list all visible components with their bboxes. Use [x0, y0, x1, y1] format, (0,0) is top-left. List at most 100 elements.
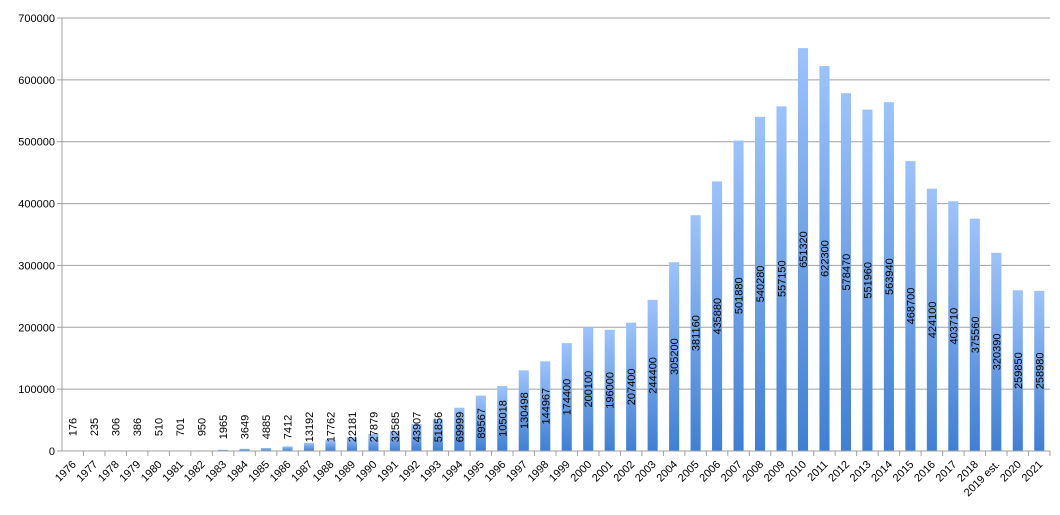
- x-tick-label: 1986: [268, 459, 294, 485]
- y-tick-label: 600000: [18, 75, 55, 87]
- x-tick-label: 1998: [526, 459, 552, 485]
- bar: [282, 446, 292, 451]
- data-label: 563940: [884, 258, 896, 295]
- x-tick-label: 2020: [998, 459, 1024, 485]
- x-tick-label: 1985: [246, 459, 272, 485]
- data-label: 403710: [948, 308, 960, 345]
- x-tick-label: 2017: [934, 459, 960, 485]
- x-tick-label: 1981: [160, 459, 186, 485]
- data-label: 176: [68, 418, 80, 436]
- data-label: 468700: [905, 288, 917, 325]
- x-tick-label: 2002: [611, 459, 637, 485]
- x-tick-label: 2014: [869, 459, 895, 485]
- bar: [304, 443, 314, 451]
- data-label: 105018: [497, 400, 509, 437]
- data-label: 43907: [411, 412, 423, 443]
- y-tick-label: 500000: [18, 137, 55, 149]
- data-label: 235: [89, 418, 101, 436]
- data-label: 32585: [390, 412, 402, 443]
- data-label: 950: [197, 418, 209, 436]
- x-tick-label: 1992: [397, 459, 423, 485]
- data-label: 4885: [261, 415, 273, 439]
- x-tick-label: 1988: [311, 459, 337, 485]
- x-tick-label: 2007: [719, 459, 745, 485]
- y-tick-label: 100000: [18, 384, 55, 396]
- data-label: 196000: [605, 372, 617, 409]
- data-label: 622300: [819, 240, 831, 277]
- x-tick-label: 1995: [461, 459, 487, 485]
- x-tick-label: 1999: [547, 459, 573, 485]
- x-tick-label: 1996: [483, 459, 509, 485]
- x-tick-label: 1977: [75, 459, 101, 485]
- x-tick-label: 1980: [139, 459, 165, 485]
- x-tick-label: 1987: [289, 459, 315, 485]
- x-tick-label: 1994: [440, 459, 466, 485]
- x-tick-label: 1989: [332, 459, 358, 485]
- y-tick-label: 400000: [18, 199, 55, 211]
- data-label: 258980: [1034, 353, 1046, 390]
- data-label: 27879: [368, 412, 380, 443]
- x-tick-label: 2012: [826, 459, 852, 485]
- x-tick-label: 1990: [354, 459, 380, 485]
- x-tick-label: 1979: [117, 459, 143, 485]
- data-label: 435880: [712, 298, 724, 335]
- x-tick-label: 2008: [740, 459, 766, 485]
- data-label: 306: [111, 418, 123, 436]
- x-tick-label: 1982: [182, 459, 208, 485]
- data-label: 540280: [755, 266, 767, 303]
- data-label: 22181: [347, 412, 359, 443]
- x-tick-label: 2001: [590, 459, 616, 485]
- x-tick-label: 2013: [848, 459, 874, 485]
- data-label: 381160: [691, 315, 703, 351]
- data-label: 144967: [540, 388, 552, 425]
- data-label: 130498: [519, 392, 531, 429]
- y-tick-label: 700000: [18, 13, 55, 25]
- x-tick-label: 2006: [697, 459, 723, 485]
- data-label: 557150: [777, 260, 789, 297]
- data-label: 701: [175, 418, 187, 436]
- x-tick-label: 2009: [762, 459, 788, 485]
- data-label: 375560: [970, 316, 982, 353]
- data-label: 51856: [433, 412, 445, 443]
- x-tick-label: 2021: [1020, 459, 1046, 485]
- x-tick-label: 2004: [654, 459, 680, 485]
- data-label: 501880: [734, 277, 746, 314]
- data-label: 69999: [454, 412, 466, 443]
- x-tick-label: 2003: [633, 459, 659, 485]
- data-label: 320390: [991, 334, 1003, 371]
- x-tick-label: 1991: [375, 459, 401, 485]
- data-label: 651320: [798, 231, 810, 268]
- x-tick-label: 2010: [783, 459, 809, 485]
- x-tick-label: 1978: [96, 459, 122, 485]
- data-label: 424100: [927, 301, 939, 338]
- x-tick-label: 1993: [418, 459, 444, 485]
- x-tick-label: 2011: [805, 459, 830, 484]
- data-label: 174400: [562, 379, 574, 416]
- data-label: 200100: [583, 371, 595, 408]
- data-label: 259850: [1013, 352, 1025, 389]
- data-label: 17762: [325, 412, 337, 443]
- x-tick-label: 2000: [569, 459, 595, 485]
- x-tick-label: 2005: [676, 459, 702, 485]
- x-tick-label: 1983: [203, 459, 229, 485]
- data-label: 510: [154, 418, 166, 436]
- y-tick-label: 300000: [18, 260, 55, 272]
- y-tick-label: 200000: [18, 322, 55, 334]
- x-tick-label: 2015: [891, 459, 917, 485]
- data-label: 13192: [304, 412, 316, 443]
- data-label: 3649: [240, 415, 252, 439]
- data-label: 578470: [841, 254, 853, 291]
- x-tick-label: 2016: [912, 459, 938, 485]
- data-label: 244400: [648, 357, 660, 394]
- data-label: 1965: [218, 415, 230, 439]
- data-label: 7412: [283, 415, 295, 439]
- x-tick-label: 1984: [225, 459, 251, 485]
- data-label: 89567: [476, 408, 488, 439]
- x-tick-label: 1976: [53, 459, 79, 485]
- data-label: 386: [132, 418, 144, 436]
- data-label: 207400: [626, 368, 638, 405]
- data-label: 305200: [669, 338, 681, 375]
- data-label: 551960: [862, 262, 874, 299]
- y-tick-label: 0: [49, 446, 55, 458]
